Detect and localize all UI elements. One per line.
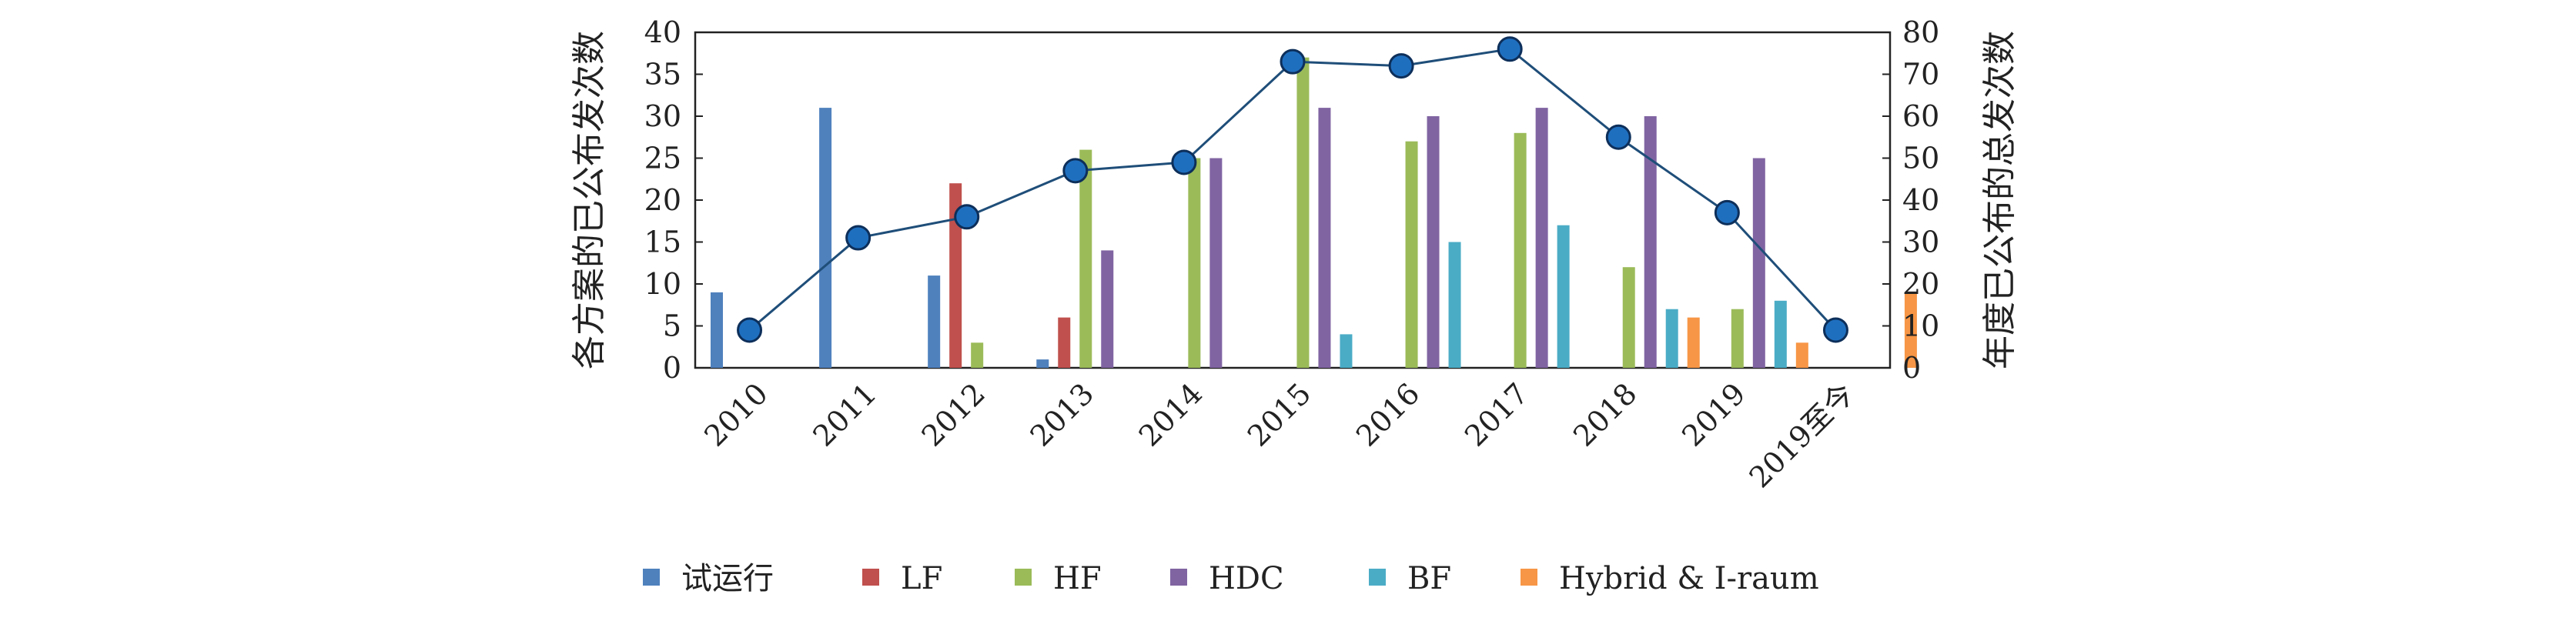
right-tick-label: 80 — [1902, 15, 1939, 49]
bar-LF-2013 — [1058, 317, 1071, 368]
left-tick-label: 20 — [644, 183, 681, 217]
left-tick-label: 5 — [663, 309, 681, 343]
bar-HF-2018 — [1622, 267, 1635, 368]
bar-HDC-2013 — [1101, 250, 1114, 368]
bar-Hybrid-I-raum-2019至今 — [1904, 292, 1917, 368]
left-tick-label: 25 — [644, 142, 681, 175]
bar-HF-2015 — [1296, 57, 1310, 368]
right-tick-label: 40 — [1902, 183, 1939, 217]
left-tick-label: 15 — [644, 225, 681, 259]
x-tick-label-2019至今: 2019至今 — [1743, 376, 1861, 494]
bar-LF-2012 — [949, 183, 962, 368]
total-marker-2013 — [1062, 158, 1089, 184]
left-tick-label: 35 — [644, 58, 681, 92]
bar---2012 — [928, 275, 941, 368]
legend-label-LF: LF — [901, 561, 942, 596]
total-line-layer — [737, 36, 1848, 343]
bar-BF-2019 — [1774, 300, 1787, 368]
bar-HDC-2016 — [1427, 116, 1440, 368]
bar-HF-2013 — [1079, 149, 1092, 368]
x-tick-label-2016: 2016 — [1350, 376, 1427, 453]
total-marker-2019至今 — [1822, 317, 1848, 343]
legend-swatch-HDC — [1170, 569, 1187, 586]
x-tick-label-2013: 2013 — [1024, 376, 1101, 453]
x-tick-label-2011: 2011 — [806, 376, 883, 453]
bar-BF-2018 — [1665, 309, 1678, 368]
bar-HF-2019 — [1731, 309, 1744, 368]
total-marker-2011 — [845, 225, 871, 251]
bar-HDC-2017 — [1535, 108, 1548, 368]
legend-label--: 试运行 — [681, 561, 774, 596]
legend-swatch-LF — [862, 569, 879, 586]
bar-HDC-2019 — [1752, 158, 1765, 368]
total-marker-2015 — [1280, 48, 1306, 75]
total-marker-2012 — [954, 204, 980, 230]
x-tick-label-2015: 2015 — [1241, 376, 1318, 453]
left-axis-title: 各方案的已公布发次数 — [570, 31, 609, 369]
bar-BF-2016 — [1448, 242, 1461, 368]
legend-swatch-- — [643, 569, 660, 586]
legend-label-Hybrid-I-raum: Hybrid & I-raum — [1559, 561, 1819, 596]
total-marker-2019 — [1714, 199, 1740, 225]
left-tick-label: 30 — [644, 99, 681, 133]
legend-label-HF: HF — [1053, 561, 1102, 596]
x-tick-label-2018: 2018 — [1567, 376, 1644, 453]
bar-HF-2017 — [1514, 132, 1527, 369]
x-tick-label-2012: 2012 — [915, 376, 992, 453]
right-tick-label: 0 — [1902, 351, 1921, 385]
bar-HF-2014 — [1188, 158, 1201, 368]
x-tick-label-2019: 2019 — [1675, 376, 1752, 453]
bar-BF-2017 — [1557, 225, 1570, 368]
x-tick-label-2010: 2010 — [698, 376, 774, 453]
right-axis-title: 年度已公布的总发次数 — [1980, 31, 2019, 369]
total-marker-2017 — [1497, 36, 1523, 62]
left-tick-label: 10 — [644, 267, 681, 301]
bar---2011 — [819, 108, 832, 368]
legend-swatch-HF — [1015, 569, 1032, 586]
bar-HDC-2018 — [1644, 116, 1657, 368]
total-marker-2014 — [1171, 149, 1197, 175]
bar-HF-2012 — [971, 342, 984, 368]
right-tick-label: 10 — [1902, 309, 1939, 343]
left-tick-label: 40 — [644, 15, 681, 49]
legend-swatch-BF — [1369, 569, 1386, 586]
x-tick-label-2017: 2017 — [1458, 376, 1535, 453]
total-marker-2018 — [1605, 124, 1631, 150]
bar-Hybrid-I-raum-2019 — [1795, 342, 1808, 368]
legend-label-BF: BF — [1407, 561, 1451, 596]
bar-HDC-2015 — [1318, 108, 1331, 368]
bar---2010 — [711, 292, 723, 368]
bar-BF-2015 — [1340, 334, 1353, 368]
bar-Hybrid-I-raum-2018 — [1687, 317, 1700, 368]
left-tick-label: 0 — [663, 351, 681, 385]
right-tick-label: 30 — [1902, 225, 1939, 259]
x-tick-label-2014: 2014 — [1132, 376, 1209, 453]
bar---2013 — [1036, 359, 1049, 368]
right-tick-label: 20 — [1902, 267, 1939, 301]
total-marker-2016 — [1388, 53, 1414, 79]
right-tick-label: 50 — [1902, 142, 1939, 175]
legend: 试运行 LF HF HDC BF Hybrid & I-raum — [643, 561, 1819, 596]
total-line — [748, 48, 1837, 332]
legend-label-HDC: HDC — [1209, 561, 1284, 596]
legend-swatch-Hybrid-I-raum — [1521, 569, 1537, 586]
total-marker-2010 — [737, 317, 763, 343]
bars-layer — [711, 57, 1917, 369]
bar-HDC-2014 — [1209, 158, 1223, 368]
bar-HF-2016 — [1405, 141, 1418, 368]
right-tick-label: 70 — [1902, 58, 1939, 92]
right-tick-label: 60 — [1902, 99, 1939, 133]
